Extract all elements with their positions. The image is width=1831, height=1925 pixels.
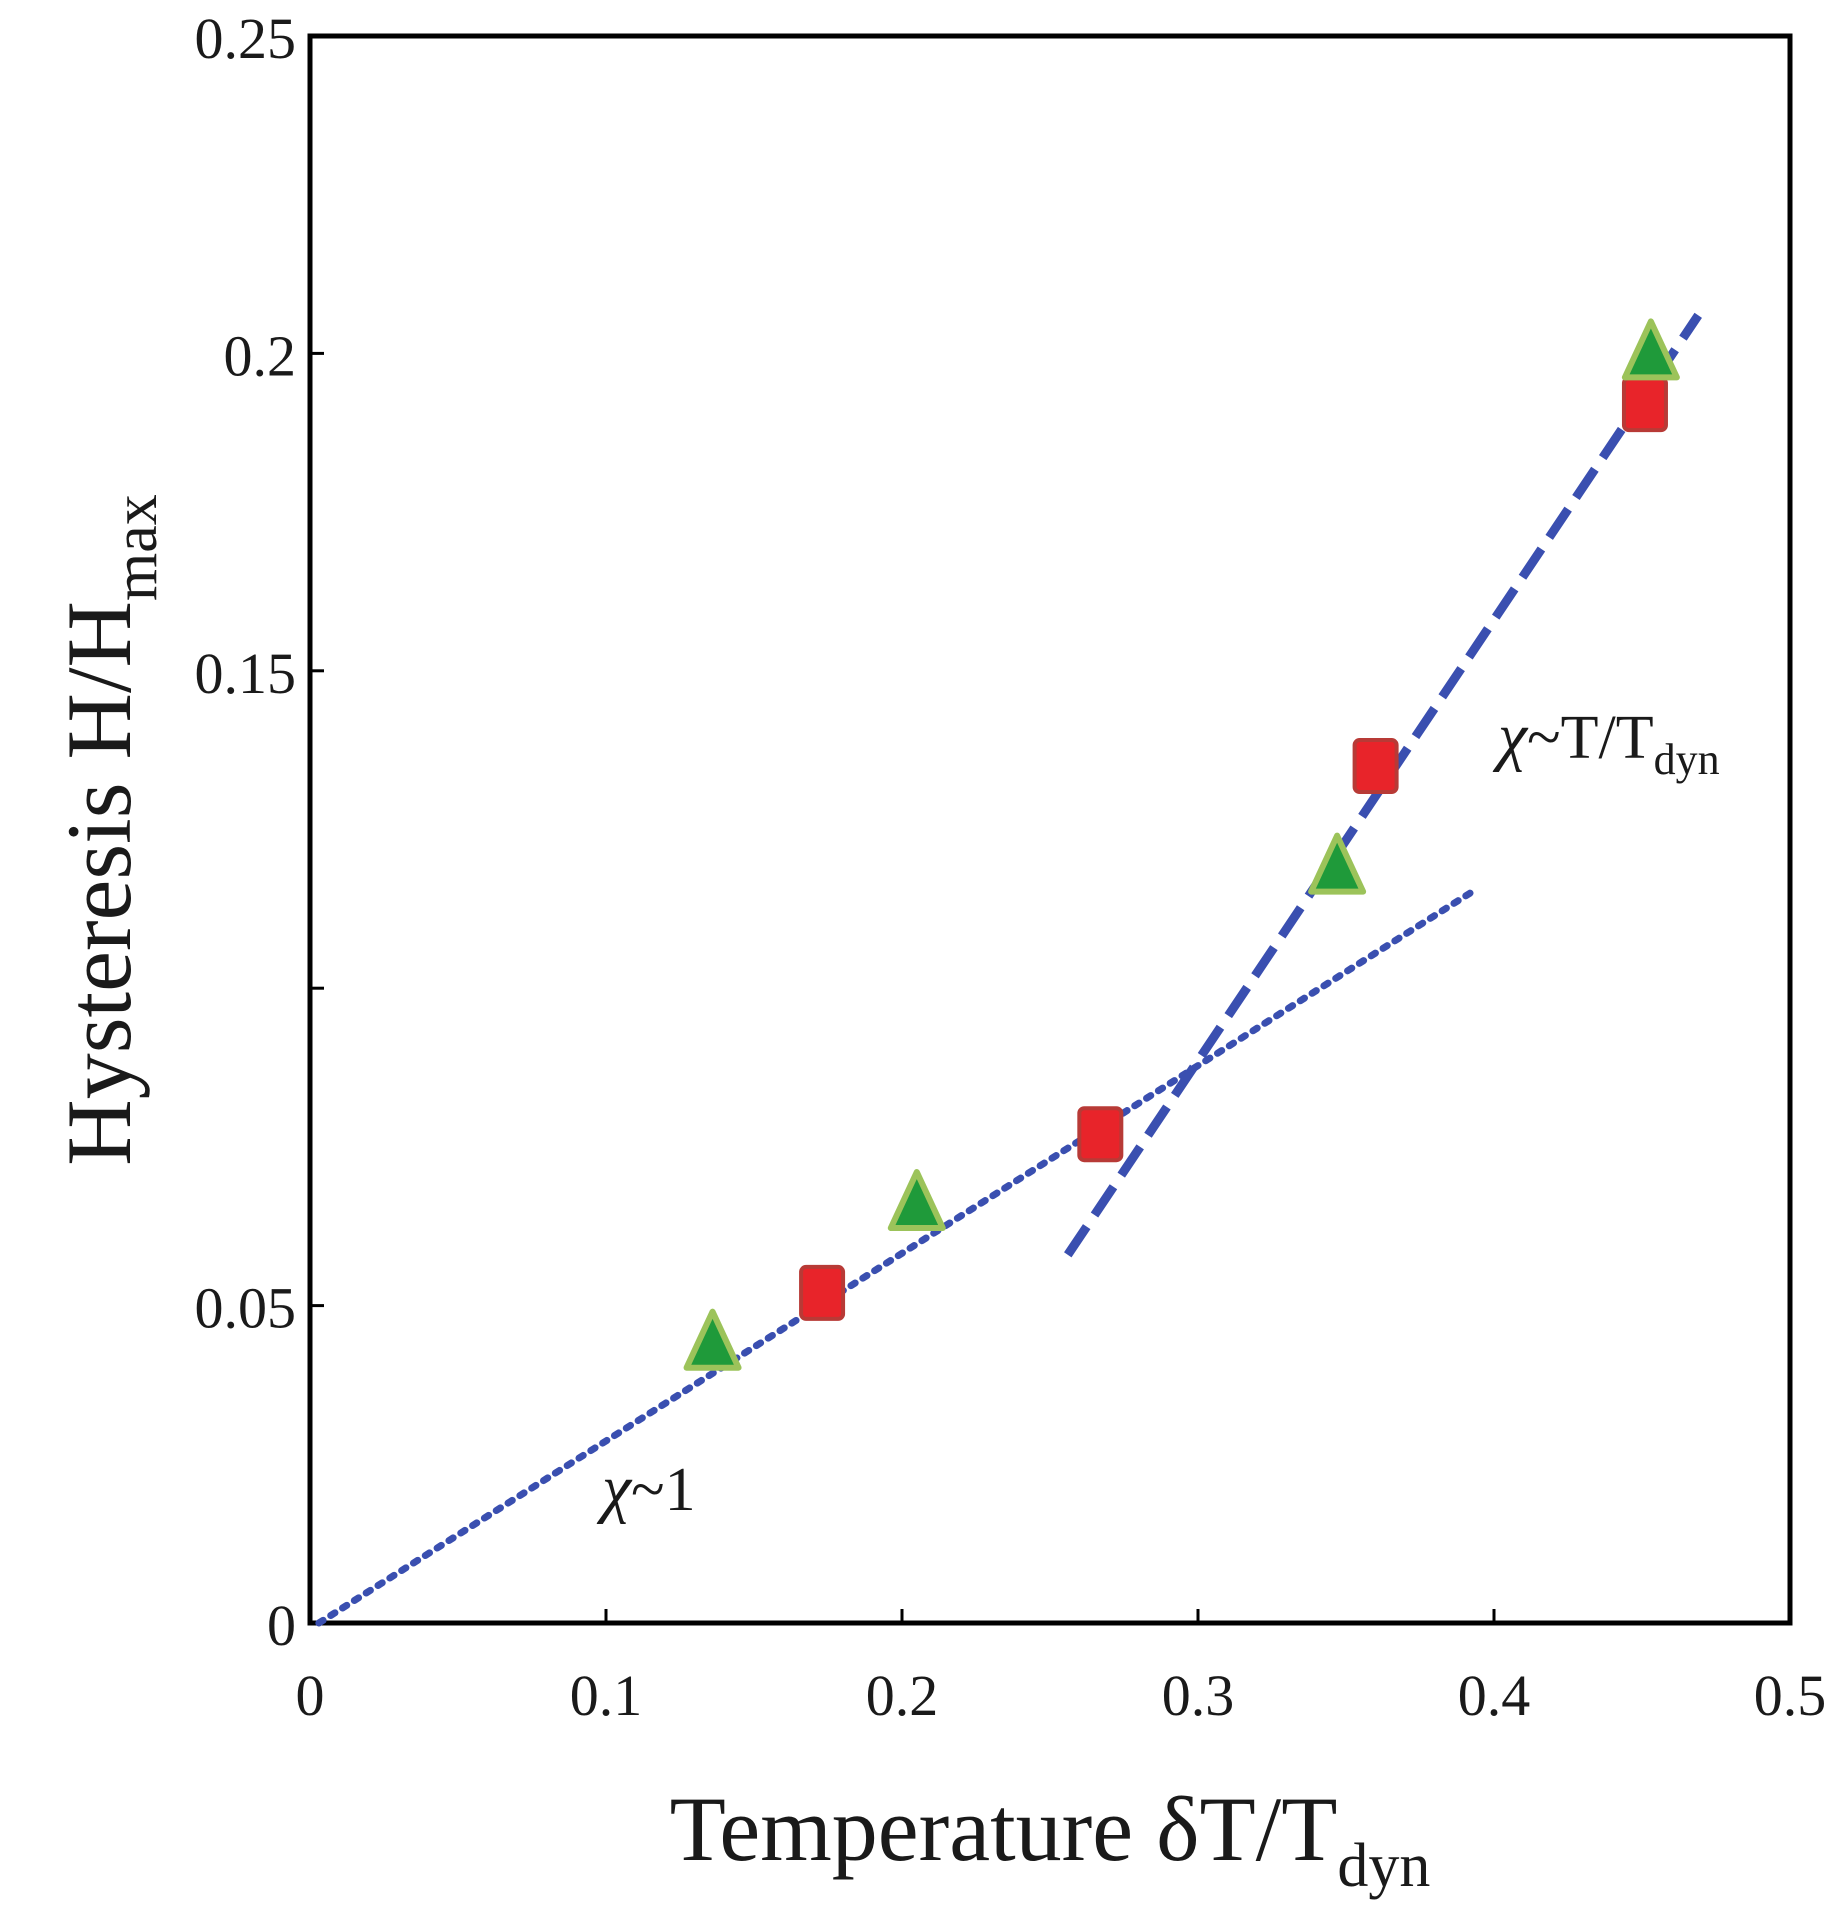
annotation-chi-t: χ~T/Tdyn <box>1492 700 1720 784</box>
triangle-marker <box>891 1172 943 1228</box>
axis-tick-labels: 0 0.1 0.2 0.3 0.4 0.5 0 0.05 0.15 0.2 0.25 <box>195 6 1827 1728</box>
x-tick-label: 0.1 <box>570 1663 643 1728</box>
x-axis-title: Temperature δT/Tdyn <box>670 1778 1431 1900</box>
triangle-marker <box>1311 836 1363 892</box>
annotation-chi-1: χ~1 <box>596 1452 696 1525</box>
square-marker <box>801 1267 843 1319</box>
data-markers <box>687 321 1677 1367</box>
y-tick-label: 0.2 <box>224 323 297 388</box>
annotation-chi-1-symbol: χ <box>596 1452 633 1525</box>
y-axis-title-sub: max <box>102 494 170 601</box>
x-tick-label: 0.5 <box>1754 1663 1827 1728</box>
y-tick-label: 0 <box>267 1593 296 1658</box>
x-tick-label: 0.2 <box>866 1663 939 1728</box>
x-tick-label: 0.3 <box>1162 1663 1235 1728</box>
x-tick-label: 0 <box>296 1663 325 1728</box>
y-tick-label: 0.25 <box>195 6 297 71</box>
square-marker <box>1624 378 1666 430</box>
x-axis-title-main: Temperature δT/T <box>670 1778 1338 1880</box>
chart: 0 0.1 0.2 0.3 0.4 0.5 0 0.05 0.15 0.2 0.25 Tempera… <box>0 0 1831 1925</box>
fit-lines <box>319 315 1698 1623</box>
square-marker <box>1355 740 1397 792</box>
annotation-chi-t-sub: dyn <box>1654 735 1720 784</box>
y-axis-title-main: Hysteresis H/H <box>48 601 150 1166</box>
triangle-marker <box>1625 321 1677 377</box>
fit-line-chi-1 <box>319 893 1470 1623</box>
annotation-chi-t-text: ~T/T <box>1527 704 1654 772</box>
x-tick-label: 0.4 <box>1458 1663 1531 1728</box>
triangle-marker <box>687 1312 739 1368</box>
square-marker <box>1079 1108 1121 1160</box>
annotation-chi-1-text: ~1 <box>631 1456 696 1524</box>
y-tick-label: 0.15 <box>195 641 297 706</box>
annotation-chi-t-symbol: χ <box>1492 700 1529 773</box>
x-axis-title-sub: dyn <box>1337 1832 1430 1900</box>
plot-frame <box>310 36 1790 1623</box>
y-tick-label: 0.05 <box>195 1276 297 1341</box>
y-axis-title: Hysteresis H/Hmax <box>48 494 170 1165</box>
